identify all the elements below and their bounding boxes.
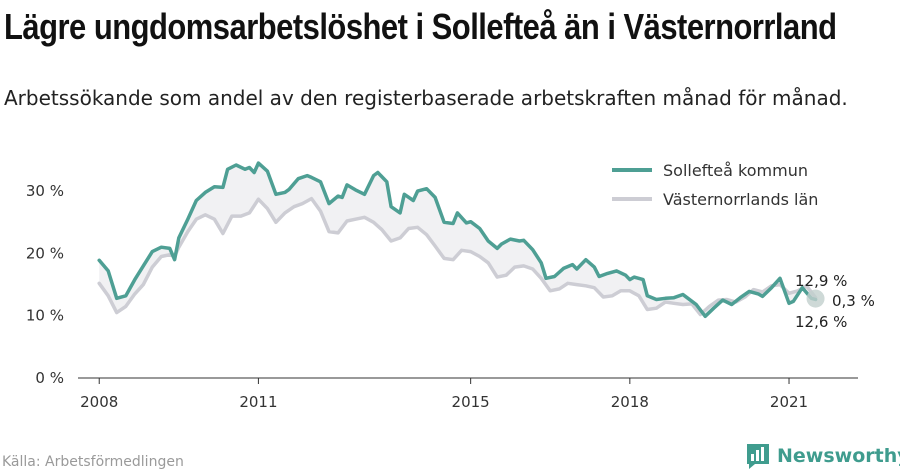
x-tick-label: 2021 [770,393,808,411]
page-subtitle: Arbetssökande som andel av den registerb… [4,86,848,110]
legend: Sollefteå kommun Västernorrlands län [612,161,818,209]
end-annotations: 12,9 % 12,6 % 0,3 % [795,272,875,331]
x-tick-label: 2008 [80,393,118,411]
legend-item-solleftea-label: Sollefteå kommun [663,161,808,180]
brand-logo[interactable]: Newsworthy [745,442,900,470]
x-axis [78,377,858,384]
x-tick-label: 2015 [452,393,490,411]
difference-area [99,163,816,317]
annotation-difference-value: 0,3 % [832,292,875,310]
x-axis-labels: 2008 2011 2015 2018 2021 [80,393,808,411]
series-lines [97,161,825,319]
annotation-solleftea-value: 12,6 % [795,313,847,331]
difference-fill [99,163,816,317]
legend-item-vasternorrland-label: Västernorrlands län [663,190,818,209]
y-tick-label: 0 % [35,369,64,387]
y-tick-label: 20 % [26,244,64,262]
series-line-vasternorrland [97,196,818,317]
brand-name: Newsworthy [777,445,900,467]
end-point-marker [806,289,825,308]
series-line-solleftea [97,161,818,319]
x-tick-label: 2011 [239,393,277,411]
page-title: Lägre ungdomsarbetslöshet i Sollefteå än… [4,6,837,47]
y-axis-labels: 0 % 10 % 20 % 30 % [26,182,64,387]
bar-chart-logo-icon [747,444,769,469]
source-note: Källa: Arbetsförmedlingen [2,454,184,470]
y-tick-label: 10 % [26,307,64,325]
x-tick-label: 2018 [611,393,649,411]
y-tick-label: 30 % [26,182,64,200]
annotation-vasternorrland-value: 12,9 % [795,272,847,290]
